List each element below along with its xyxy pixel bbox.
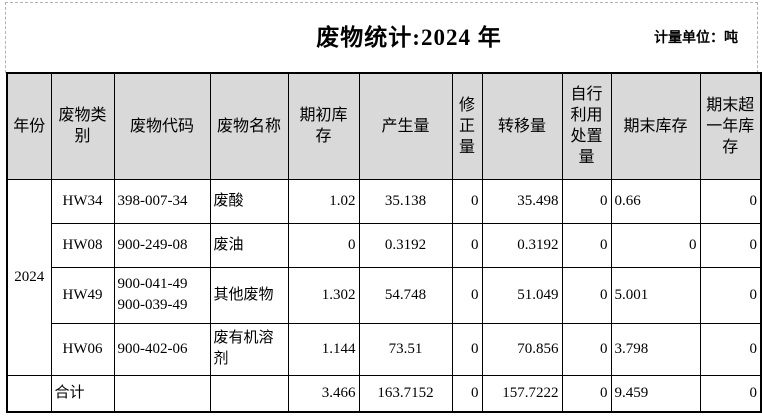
cell-self-disposed: 0	[561, 322, 612, 376]
cell-name: 废酸	[209, 178, 289, 224]
header-generated: 产生量	[358, 72, 453, 180]
cell-self-disposed: 0	[561, 266, 612, 324]
cell-transferred: 51.049	[481, 266, 563, 324]
table-row-total: 合计 3.466 163.7152 0 157.7222 0 9.459 0	[6, 374, 762, 413]
cell-generated: 73.51	[358, 322, 453, 376]
cell-total-closing: 9.459	[610, 374, 701, 413]
cell-closing: 3.798	[610, 322, 701, 376]
cell-transferred: 70.856	[481, 322, 563, 376]
cell-corrected: 0	[451, 178, 483, 224]
header-code: 废物代码	[113, 72, 211, 180]
cell-generated: 0.3192	[358, 222, 453, 268]
cell-transferred: 0.3192	[481, 222, 563, 268]
cell-year: 2024	[6, 178, 52, 376]
table-header-row: 年份 废物类 别 废物代码 废物名称 期初库 存 产生量 修 正 量 转移量 自…	[6, 72, 762, 180]
cell-generated: 54.748	[358, 266, 453, 324]
header-over-one-year: 期末超 一年库 存	[699, 72, 762, 180]
header-corrected: 修 正 量	[451, 72, 483, 180]
header-category: 废物类 别	[50, 72, 115, 180]
cell-category: HW06	[50, 322, 115, 376]
cell-opening: 0	[287, 222, 360, 268]
cell-name: 废有机溶剂	[209, 322, 289, 376]
cell-total-opening: 3.466	[287, 374, 360, 413]
cell-self-disposed: 0	[561, 178, 612, 224]
cell-total-year-empty	[6, 374, 52, 413]
cell-total-corrected: 0	[451, 374, 483, 413]
title-row: 废物统计:2024 年	[0, 18, 762, 52]
table-row-hw49: HW49 900-041-49 900-039-49 其他废物 1.302 54…	[7, 266, 762, 324]
cell-closing: 0.66	[610, 178, 701, 224]
cell-code: 900-249-08	[113, 222, 211, 268]
cell-opening: 1.02	[287, 178, 360, 224]
cell-category: HW49	[50, 266, 115, 324]
cell-closing: 0	[610, 222, 701, 268]
cell-transferred: 35.498	[481, 178, 563, 224]
cell-category: HW34	[50, 178, 115, 224]
cell-name: 废油	[209, 222, 289, 268]
cell-over-one-year: 0	[699, 178, 762, 224]
header-self-disposed: 自行 利用 处置 量	[561, 72, 612, 180]
page-title: 废物统计:2024 年	[316, 25, 502, 50]
table-row-hw06: HW06 900-402-06 废有机溶剂 1.144 73.51 0 70.8…	[7, 322, 762, 376]
cell-corrected: 0	[451, 266, 483, 324]
cell-generated: 35.138	[358, 178, 453, 224]
cell-over-one-year: 0	[699, 222, 762, 268]
cell-over-one-year: 0	[699, 266, 762, 324]
unit-label: 计量单位：吨	[654, 31, 738, 46]
cell-code: 900-402-06	[113, 322, 211, 376]
header-transferred: 转移量	[481, 72, 563, 180]
cell-total-generated: 163.7152	[358, 374, 453, 413]
cell-opening: 1.302	[287, 266, 360, 324]
cell-self-disposed: 0	[561, 222, 612, 268]
header-year: 年份	[6, 72, 52, 180]
cell-category: HW08	[50, 222, 115, 268]
cell-total-transferred: 157.7222	[481, 374, 563, 413]
table-row-hw34: 2024 HW34 398-007-34 废酸 1.02 35.138 0 35…	[6, 178, 762, 376]
waste-statistics-table: 年份 废物类 别 废物代码 废物名称 期初库 存 产生量 修 正 量 转移量 自…	[6, 72, 762, 413]
cell-opening: 1.144	[287, 322, 360, 376]
cell-total-self-disposed: 0	[561, 374, 612, 413]
header-name: 废物名称	[209, 72, 289, 180]
cell-code: 900-041-49 900-039-49	[113, 266, 211, 324]
header-opening-stock: 期初库 存	[287, 72, 360, 180]
cell-total-name-empty	[209, 374, 289, 413]
cell-total-over-one-year: 0	[699, 374, 762, 413]
cell-corrected: 0	[451, 222, 483, 268]
cell-name: 其他废物	[209, 266, 289, 324]
header-closing-stock: 期末库存	[610, 72, 701, 180]
cell-closing: 5.001	[610, 266, 701, 324]
page-break-dashed-border	[5, 2, 758, 73]
cell-total-label: 合计	[50, 374, 115, 413]
cell-total-code-empty	[113, 374, 211, 413]
cell-corrected: 0	[451, 322, 483, 376]
table-row-hw08: HW08 900-249-08 废油 0 0.3192 0 0.3192 0 0…	[7, 222, 762, 268]
cell-code: 398-007-34	[113, 178, 211, 224]
cell-over-one-year: 0	[699, 322, 762, 376]
